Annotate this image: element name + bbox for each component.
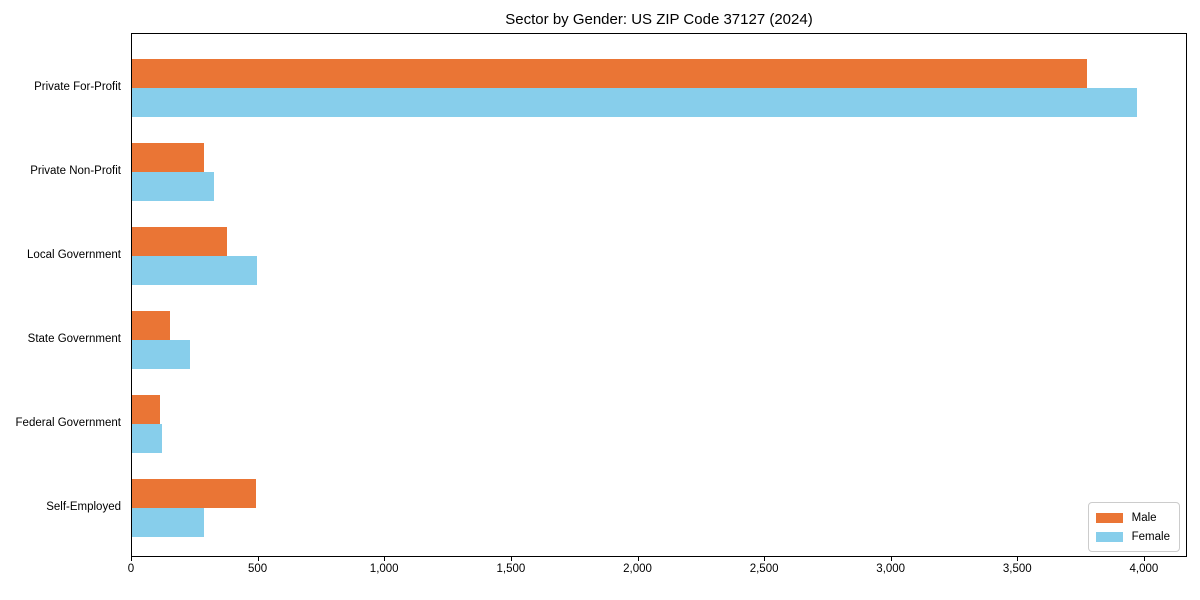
x-tick-label: 2,500	[749, 563, 779, 575]
chart-title: Sector by Gender: US ZIP Code 37127 (202…	[505, 11, 813, 28]
legend-label: Female	[1131, 530, 1170, 543]
y-tick-label: Private Non-Profit	[30, 165, 121, 177]
legend-entry-female: Female	[1095, 527, 1170, 546]
bar-female-6	[132, 508, 205, 537]
x-tick-label: 500	[248, 563, 268, 575]
legend: Male Female	[1087, 502, 1180, 552]
legend-swatch-male	[1095, 512, 1123, 523]
legend-swatch-female	[1095, 531, 1123, 542]
legend-label: Male	[1131, 511, 1157, 524]
legend-entry-male: Male	[1095, 508, 1170, 527]
bar-female-1	[132, 88, 1138, 117]
bar-male-1	[132, 59, 1087, 88]
y-tick-label: State Government	[27, 333, 121, 345]
x-tick-label: 4,000	[1129, 563, 1159, 575]
x-tick-mark	[764, 557, 766, 561]
x-tick-mark	[637, 557, 639, 561]
x-tick-label: 3,500	[1002, 563, 1032, 575]
x-tick-mark	[384, 557, 386, 561]
x-tick-mark	[1143, 557, 1145, 561]
x-tick-mark	[131, 557, 132, 561]
x-tick-mark	[510, 557, 512, 561]
bar-male-3	[132, 227, 227, 256]
y-tick-label: Self-Employed	[46, 501, 121, 513]
bar-male-4	[132, 311, 170, 340]
x-tick-label: 1,000	[369, 563, 399, 575]
x-tick-label: 1,500	[496, 563, 526, 575]
bar-male-5	[132, 395, 160, 424]
x-tick-mark	[257, 557, 259, 561]
x-tick-label: 0	[127, 563, 135, 575]
bar-female-5	[132, 424, 163, 453]
x-tick-label: 2,000	[623, 563, 652, 575]
bar-male-6	[132, 479, 257, 508]
x-tick-label: 3,000	[876, 563, 906, 575]
plot-area: Male Female	[131, 33, 1187, 557]
bar-male-2	[132, 143, 205, 172]
bar-female-2	[132, 172, 215, 201]
y-tick-label: Private For-Profit	[34, 81, 121, 93]
bar-female-3	[132, 256, 258, 285]
x-tick-mark	[1017, 557, 1019, 561]
y-tick-label: Local Government	[27, 249, 121, 261]
x-tick-mark	[890, 557, 892, 561]
bar-female-4	[132, 340, 191, 369]
y-tick-label: Federal Government	[15, 417, 121, 429]
